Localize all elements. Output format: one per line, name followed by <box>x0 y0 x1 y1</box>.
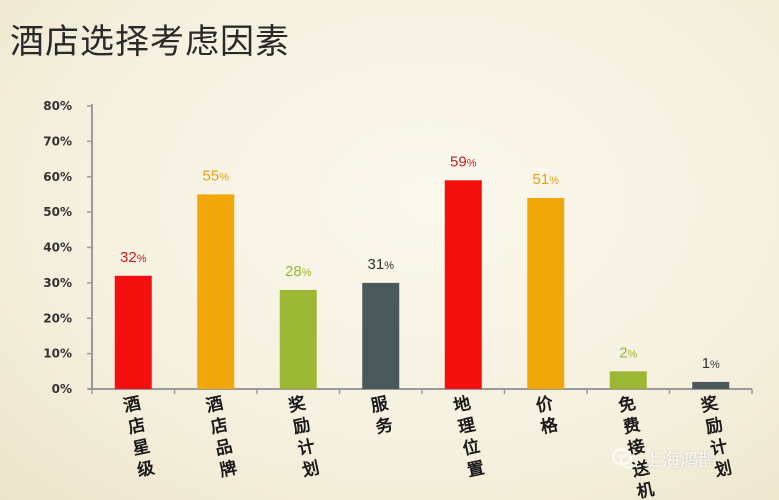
data-label: 51% <box>533 171 560 188</box>
bars <box>114 180 730 389</box>
chat-bubbles-icon <box>612 448 638 469</box>
svg-text:免: 免 <box>617 393 638 417</box>
svg-text:地: 地 <box>452 393 473 417</box>
svg-text:店: 店 <box>209 414 230 438</box>
svg-text:价: 价 <box>534 393 556 416</box>
bar <box>692 381 730 389</box>
y-tick-label: 60% <box>43 170 72 184</box>
y-tick-label: 80% <box>43 99 72 113</box>
svg-text:牌: 牌 <box>218 457 239 481</box>
svg-text:级: 级 <box>135 457 156 481</box>
svg-text:励: 励 <box>704 415 725 438</box>
svg-text:务: 务 <box>374 414 396 438</box>
watermark: 上海鸿鹊 <box>612 446 716 472</box>
bar <box>279 289 317 389</box>
svg-text:机: 机 <box>635 479 656 500</box>
data-label: 28% <box>285 263 312 280</box>
y-tick-label: 70% <box>43 134 72 148</box>
svg-text:计: 计 <box>296 436 317 460</box>
svg-text:划: 划 <box>300 457 321 481</box>
svg-text:店: 店 <box>126 414 147 438</box>
chart-title: 酒店选择考虑因素 <box>10 22 290 62</box>
bar <box>527 197 565 389</box>
svg-text:酒: 酒 <box>204 393 225 417</box>
svg-text:酒: 酒 <box>122 393 143 417</box>
x-tick-label: 价格 <box>534 393 560 438</box>
svg-text:费: 费 <box>621 414 642 438</box>
data-label: 2% <box>619 344 637 361</box>
svg-text:计: 计 <box>708 436 729 460</box>
bar <box>197 194 235 389</box>
svg-text:星: 星 <box>131 437 152 460</box>
y-tick-label: 0% <box>52 382 72 396</box>
svg-text:格: 格 <box>539 414 561 438</box>
bar <box>609 371 647 389</box>
y-tick-label: 10% <box>43 347 72 361</box>
watermark-text: 上海鸿鹊 <box>644 450 716 471</box>
data-label: 31% <box>368 256 395 273</box>
bar <box>444 180 482 389</box>
data-label: 59% <box>450 153 477 170</box>
svg-text:奖: 奖 <box>287 392 309 416</box>
svg-text:品: 品 <box>213 437 234 460</box>
y-tick-label: 20% <box>43 311 72 325</box>
y-tick-label: 30% <box>43 276 72 290</box>
svg-text:励: 励 <box>291 415 312 438</box>
svg-text:服: 服 <box>369 393 391 416</box>
data-label: 32% <box>120 249 147 266</box>
data-label: 1% <box>702 355 720 372</box>
svg-text:奖: 奖 <box>699 392 721 416</box>
svg-text:划: 划 <box>713 457 734 481</box>
bar <box>114 275 152 389</box>
svg-text:置: 置 <box>466 458 487 481</box>
y-tick-label: 40% <box>43 241 72 255</box>
svg-text:位: 位 <box>461 436 482 460</box>
data-labels: 32% 55% 28% 31% 59% 51% 2% 1% <box>120 153 720 372</box>
svg-text:理: 理 <box>456 415 477 438</box>
x-tick-label: 服务 <box>369 393 395 438</box>
bar <box>362 282 400 389</box>
data-label: 55% <box>203 167 230 184</box>
y-tick-label: 50% <box>43 205 72 219</box>
